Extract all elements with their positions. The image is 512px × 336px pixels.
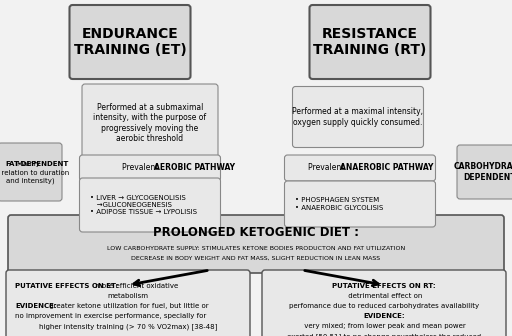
Text: PUTATIVE EFFECTS ON ET:: PUTATIVE EFFECTS ON ET: — [15, 283, 118, 289]
Text: • LIVER → GLYCOGENOLISIS
   →GLUCONEOGENESIS
• ADIPOSE TISSUE → LYPOLISIS: • LIVER → GLYCOGENOLISIS →GLUCONEOGENESI… — [90, 195, 197, 215]
FancyBboxPatch shape — [262, 270, 506, 336]
Text: more efficient oxidative: more efficient oxidative — [93, 283, 178, 289]
Text: LOW CARBOHYDRATE SUPPLY: STIMULATES KETONE BODIES PRODUCTON AND FAT UTILIZATION: LOW CARBOHYDRATE SUPPLY: STIMULATES KETO… — [107, 246, 405, 251]
Text: Prevalent: Prevalent — [122, 164, 161, 172]
FancyBboxPatch shape — [70, 5, 190, 79]
FancyBboxPatch shape — [292, 86, 423, 148]
Text: higher intensity training (> 70 % VO2max) [38-48]: higher intensity training (> 70 % VO2max… — [39, 323, 217, 330]
Text: RESISTANCE
TRAINING (RT): RESISTANCE TRAINING (RT) — [313, 27, 426, 57]
Text: detrimental effect on: detrimental effect on — [346, 293, 422, 299]
Text: EVIDENCE:: EVIDENCE: — [363, 313, 405, 319]
FancyBboxPatch shape — [82, 84, 218, 162]
Text: FAT-DEPENDENT: FAT-DEPENDENT — [5, 161, 69, 167]
FancyBboxPatch shape — [457, 145, 512, 199]
Text: (in relation to duration
and intensity): (in relation to duration and intensity) — [0, 170, 70, 184]
Text: Prevalent: Prevalent — [308, 164, 347, 172]
Text: Mainly: Mainly — [17, 161, 42, 167]
Text: EVIDENCE:: EVIDENCE: — [15, 303, 57, 309]
FancyBboxPatch shape — [79, 155, 221, 181]
FancyBboxPatch shape — [285, 181, 436, 227]
FancyBboxPatch shape — [8, 215, 504, 273]
Text: DECREASE IN BODY WEIGHT AND FAT MASS, SLIGHT REDUCTION IN LEAN MASS: DECREASE IN BODY WEIGHT AND FAT MASS, SL… — [132, 255, 380, 260]
FancyBboxPatch shape — [285, 155, 436, 181]
Text: ANAEROBIC PATHWAY: ANAEROBIC PATHWAY — [340, 164, 433, 172]
Text: very mixed; from lower peak and mean power: very mixed; from lower peak and mean pow… — [302, 323, 466, 329]
Text: • PHOSPHAGEN SYSTEM
• ANAEROBIC GLYCOLISIS: • PHOSPHAGEN SYSTEM • ANAEROBIC GLYCOLIS… — [295, 198, 383, 210]
FancyBboxPatch shape — [309, 5, 431, 79]
Text: CARBOHYDRATE-
DEPENDENT: CARBOHYDRATE- DEPENDENT — [454, 162, 512, 182]
Text: no improvement in exercise performance, specially for: no improvement in exercise performance, … — [15, 313, 206, 319]
FancyBboxPatch shape — [79, 178, 221, 232]
Text: Performed at a submaximal
intensity, with the purpose of
progressively moving th: Performed at a submaximal intensity, wit… — [93, 103, 206, 143]
Text: ENDURANCE
TRAINING (ET): ENDURANCE TRAINING (ET) — [74, 27, 186, 57]
Text: greater ketone utilization for fuel, but little or: greater ketone utilization for fuel, but… — [47, 303, 208, 309]
Text: PROLONGED KETOGENIC DIET :: PROLONGED KETOGENIC DIET : — [153, 225, 359, 239]
FancyBboxPatch shape — [6, 270, 250, 336]
Text: perfomance due to reduced carbohydrates availability: perfomance due to reduced carbohydrates … — [289, 303, 479, 309]
Text: metabolism: metabolism — [108, 293, 148, 299]
Text: exerted [50,51] to no change nevertheless the reduced: exerted [50,51] to no change nevertheles… — [287, 333, 481, 336]
Text: Performed at a maximal intensity,
oxygen supply quickly consumed.: Performed at a maximal intensity, oxygen… — [292, 107, 423, 127]
FancyBboxPatch shape — [0, 143, 62, 201]
Text: AEROBIC PATHWAY: AEROBIC PATHWAY — [154, 164, 235, 172]
Text: PUTATIVE EFFECTS ON RT:: PUTATIVE EFFECTS ON RT: — [332, 283, 436, 289]
